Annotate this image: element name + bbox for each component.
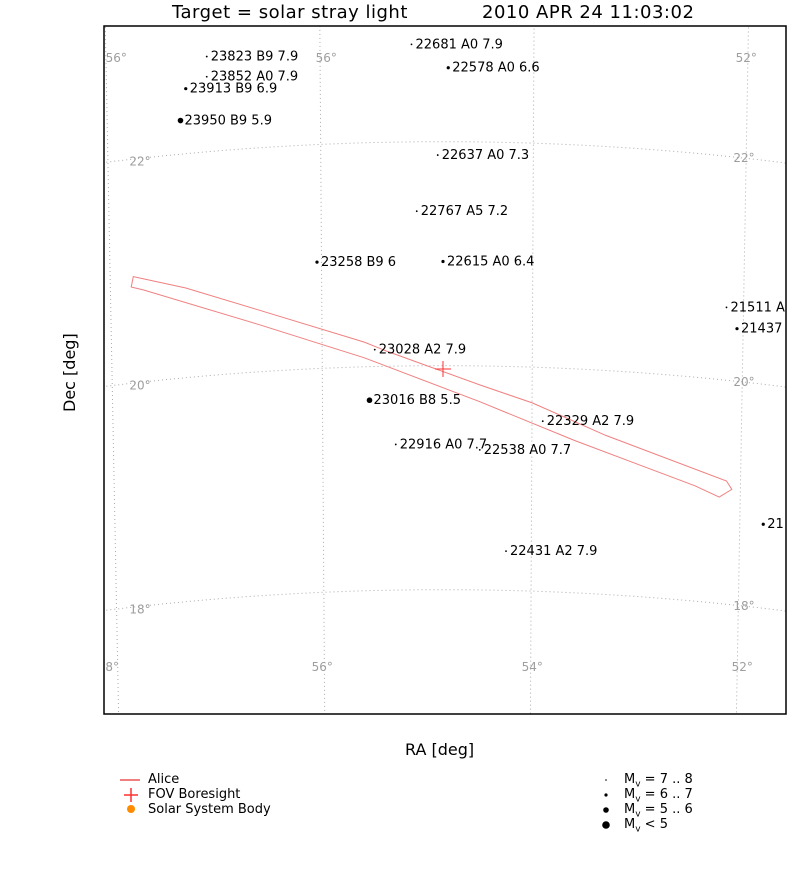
orange-dot-icon bbox=[127, 805, 135, 813]
star-marker bbox=[205, 75, 208, 78]
star-label: 23852 A0 7.9 bbox=[211, 70, 298, 85]
star-marker bbox=[446, 66, 450, 70]
star-label: 22916 A0 7.7 bbox=[400, 437, 487, 452]
dec-grid-line bbox=[104, 141, 786, 164]
star-marker bbox=[205, 55, 208, 58]
ra-tick-label-top: 56° bbox=[316, 51, 337, 65]
ra-tick-label-bottom: 54° bbox=[522, 660, 543, 674]
boresight-cross-icon bbox=[124, 788, 138, 802]
star-label: 23913 B9 6.9 bbox=[190, 82, 277, 97]
star-label: 22431 A2 7.9 bbox=[510, 544, 597, 559]
fov-boresight-marker bbox=[435, 361, 451, 377]
dec-tick-label-right: 20° bbox=[733, 375, 754, 389]
star-label: 22578 A0 6.6 bbox=[452, 61, 539, 76]
star-marker bbox=[541, 420, 544, 423]
x-axis-label: RA [deg] bbox=[405, 740, 475, 759]
star-marker bbox=[415, 210, 418, 213]
star-label: 23016 B8 5.5 bbox=[374, 393, 461, 408]
star-marker bbox=[761, 522, 765, 526]
star-marker bbox=[436, 154, 439, 156]
star-label: 21437 bbox=[741, 322, 782, 337]
ra-tick-label-bottom: 52° bbox=[732, 660, 753, 674]
dec-tick-label-right: 22° bbox=[733, 151, 754, 165]
dec-grid-line bbox=[104, 589, 786, 612]
y-axis-label-wrap: Dec [deg] bbox=[56, 333, 86, 440]
star-marker bbox=[366, 397, 373, 404]
y-axis-label: Dec [deg] bbox=[60, 333, 79, 412]
star-marker bbox=[725, 306, 728, 309]
dec-tick-label-left: 18° bbox=[129, 602, 150, 616]
plot-area: 56° 56° 52° 8° 56° 54° 52° 22° 20° 18° 22° 20° 18° 23… bbox=[104, 26, 794, 714]
plot-frame bbox=[103, 25, 787, 715]
star-label: 23950 B9 5.9 bbox=[185, 114, 272, 129]
magnitude-dot-icon bbox=[603, 807, 609, 813]
ra-tick-label-bottom: 8° bbox=[105, 660, 119, 674]
chart-title: Target = solar stray light 2010 APR 24 1… bbox=[104, 0, 786, 26]
star-label: 21 bbox=[767, 517, 784, 532]
star-label: 23028 A2 7.9 bbox=[379, 343, 466, 358]
dec-tick-label-left: 20° bbox=[129, 378, 150, 392]
star-label: 22329 A2 7.9 bbox=[547, 414, 634, 429]
ra-tick-label-top: 52° bbox=[736, 51, 757, 65]
alice-slit-outline bbox=[130, 276, 733, 498]
star-label: 22637 A0 7.3 bbox=[442, 148, 529, 163]
star-marker bbox=[184, 87, 188, 91]
star-marker bbox=[177, 117, 184, 124]
magnitude-dot-icon bbox=[605, 779, 607, 781]
dec-tick-label-right: 18° bbox=[733, 599, 754, 613]
star-label: 21511 A0 bbox=[731, 300, 794, 315]
star-label: 23823 B9 7.9 bbox=[211, 50, 298, 65]
star-marker bbox=[505, 550, 507, 553]
timestamp-label: 2010 APR 24 11:03:02 bbox=[482, 2, 695, 23]
star-label: 22681 A0 7.9 bbox=[416, 37, 503, 52]
alice-line-icon bbox=[120, 779, 140, 781]
star-marker bbox=[373, 348, 376, 351]
magnitude-dot-icon bbox=[604, 793, 608, 797]
star-marker bbox=[478, 448, 481, 451]
target-label: Target = solar stray light bbox=[172, 2, 408, 23]
ra-tick-label-top: 56° bbox=[106, 51, 127, 65]
ra-tick-label-bottom: 56° bbox=[312, 660, 333, 674]
dec-tick-label-left: 22° bbox=[129, 154, 150, 168]
magnitude-dot-icon bbox=[602, 821, 610, 829]
star-marker bbox=[394, 443, 397, 446]
star-marker bbox=[441, 259, 445, 264]
dec-grid-line bbox=[104, 365, 786, 388]
star-label: 22615 A0 6.4 bbox=[447, 254, 534, 269]
star-marker bbox=[410, 43, 413, 46]
star-label: 23258 B9 6 bbox=[321, 255, 396, 270]
star-marker bbox=[735, 327, 739, 331]
star-label: 22538 A0 7.7 bbox=[484, 443, 571, 458]
ra-grid-line bbox=[104, 27, 120, 714]
star-label: 22767 A5 7.2 bbox=[421, 204, 508, 219]
star-marker bbox=[315, 260, 319, 264]
